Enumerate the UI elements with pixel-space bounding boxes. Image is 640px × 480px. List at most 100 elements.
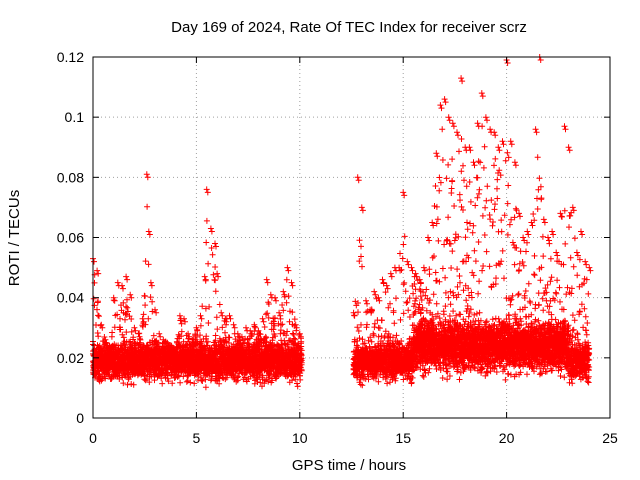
roti-point — [358, 243, 364, 250]
roti-point — [393, 295, 399, 302]
roti-point — [439, 375, 446, 381]
roti-point — [285, 293, 292, 300]
roti-point — [117, 315, 123, 322]
roti-point — [286, 318, 293, 325]
roti-point — [96, 371, 103, 378]
roti-point — [145, 261, 152, 268]
roti-point — [405, 307, 412, 314]
roti-point — [439, 265, 446, 272]
roti-point — [203, 217, 210, 224]
roti-point — [403, 299, 410, 306]
roti-point — [137, 336, 144, 343]
roti-point — [95, 298, 101, 305]
roti-point — [356, 237, 363, 244]
roti-point — [289, 330, 296, 337]
roti-point — [279, 321, 286, 328]
roti-point — [212, 332, 219, 339]
roti-point — [216, 301, 223, 308]
roti-point — [140, 311, 147, 318]
roti-point — [436, 187, 443, 194]
roti-point — [128, 328, 135, 335]
roti-point — [384, 380, 391, 387]
roti-point — [263, 311, 269, 318]
roti-point — [442, 303, 449, 310]
roti-point — [297, 376, 304, 383]
roti-point — [199, 378, 206, 384]
roti-point — [432, 269, 439, 276]
roti-point — [376, 325, 383, 332]
roti-point — [124, 304, 131, 311]
roti-point — [93, 322, 99, 328]
roti-point — [203, 239, 210, 246]
roti-point — [95, 333, 102, 340]
roti-point — [222, 329, 228, 336]
roti-point — [432, 183, 439, 189]
roti-point — [109, 329, 116, 336]
roti-point — [147, 294, 154, 301]
roti-point — [399, 255, 406, 262]
roti-point — [208, 245, 215, 251]
roti-point — [283, 276, 290, 283]
roti-point — [202, 384, 209, 391]
roti-point — [177, 379, 184, 386]
roti-point — [95, 312, 101, 319]
roti-point — [400, 241, 407, 248]
roti-point — [437, 179, 444, 186]
roti-point — [94, 306, 100, 313]
roti-point — [264, 310, 271, 317]
roti-point — [433, 300, 440, 307]
roti-point — [435, 237, 442, 244]
roti-point — [439, 157, 446, 163]
roti-point — [364, 321, 370, 328]
roti-point — [378, 317, 385, 324]
roti-point — [212, 264, 219, 270]
roti-point — [141, 293, 148, 300]
roti-point — [265, 314, 272, 321]
roti-point — [434, 216, 441, 223]
roti-point — [183, 378, 190, 385]
roti-point — [144, 203, 151, 210]
roti-point — [142, 302, 149, 309]
roti-point — [142, 258, 149, 265]
roti-point — [212, 277, 219, 284]
roti-point — [401, 279, 408, 286]
roti-point — [159, 380, 166, 387]
roti-point — [102, 373, 109, 380]
roti-point — [426, 271, 433, 278]
roti-point — [91, 279, 98, 286]
roti-point — [433, 366, 440, 372]
roti-point — [96, 313, 102, 320]
roti-point — [205, 260, 212, 267]
roti-point — [145, 315, 152, 322]
roti-point — [212, 288, 219, 295]
roti-point — [149, 298, 156, 305]
roti-point — [261, 324, 268, 330]
roti-point — [294, 383, 301, 390]
roti-point — [120, 334, 127, 341]
roti-point — [400, 310, 407, 317]
roti-point — [90, 295, 97, 302]
roti-point — [209, 251, 216, 258]
roti-point — [440, 311, 447, 318]
roti-point — [355, 309, 361, 316]
roti-point — [205, 320, 212, 326]
roti-point — [291, 316, 298, 323]
roti-point — [151, 377, 158, 384]
roti-point — [401, 233, 408, 240]
roti-point — [421, 366, 428, 373]
data-points — [90, 54, 594, 391]
roti-point — [439, 126, 446, 133]
roti-point — [359, 263, 365, 270]
roti-point — [397, 250, 403, 257]
roti-point — [430, 291, 437, 298]
roti-point — [370, 330, 377, 337]
roti-point — [391, 320, 398, 327]
roti-point — [359, 382, 366, 389]
roti-point — [442, 274, 449, 281]
roti-point — [101, 334, 108, 340]
roti-point — [427, 297, 433, 304]
roti-point — [436, 174, 443, 181]
roti-point — [397, 316, 404, 323]
roti-point — [213, 314, 220, 321]
